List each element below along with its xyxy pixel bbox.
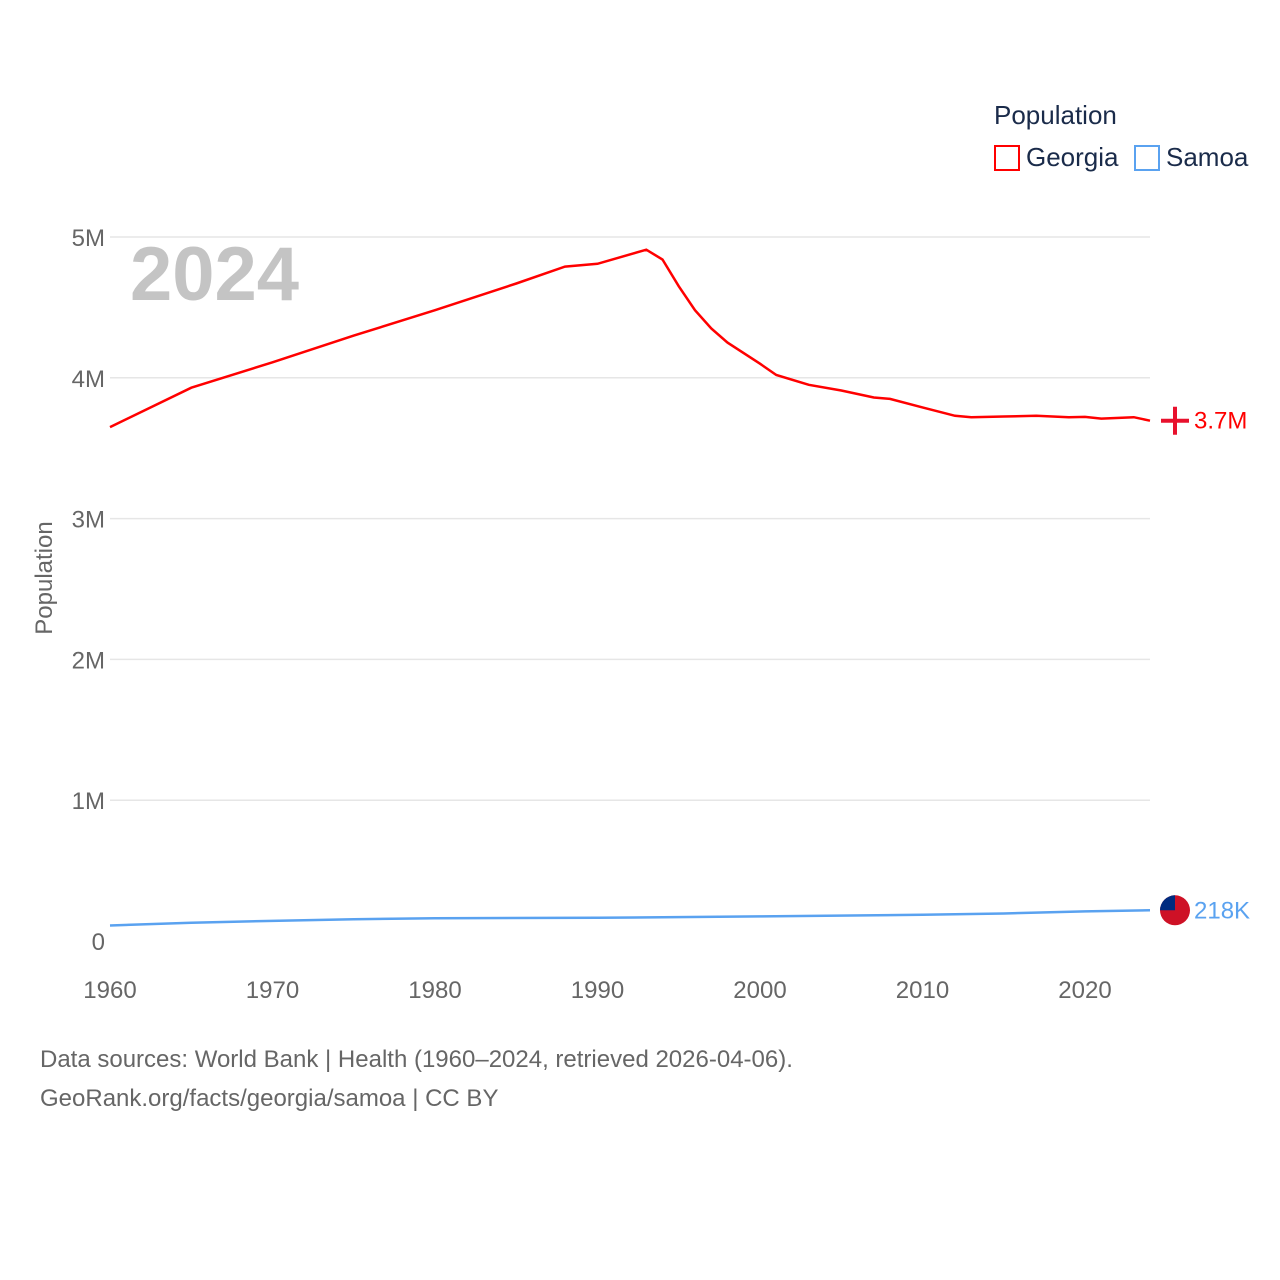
georgia-flag-icon xyxy=(1173,406,1177,435)
footer-link[interactable]: GeoRank.org/facts/georgia/samoa | CC BY xyxy=(40,1085,499,1112)
end-label-georgia: 3.7M xyxy=(1194,408,1247,435)
y-axis-label: Population xyxy=(31,521,58,634)
series-line-samoa xyxy=(109,909,1151,927)
footer-sources: Data sources: World Bank | Health (1960–… xyxy=(40,1046,793,1073)
x-tick-label: 2020 xyxy=(1058,977,1111,1004)
x-tick-label: 2000 xyxy=(733,977,786,1004)
x-tick-label: 1990 xyxy=(571,977,624,1004)
x-tick-label: 1980 xyxy=(408,977,461,1004)
y-tick-label: 4M xyxy=(72,366,105,393)
y-tick-label: 0 xyxy=(92,929,105,956)
y-tick-label: 2M xyxy=(72,647,105,674)
series-line-georgia xyxy=(109,248,1151,429)
legend-title: Population xyxy=(994,100,1117,130)
legend-label: Georgia xyxy=(1026,142,1119,172)
y-tick-label: 1M xyxy=(72,788,105,815)
y-tick-label: 5M xyxy=(72,225,105,252)
legend-swatch xyxy=(994,144,1020,171)
x-tick-label: 2010 xyxy=(896,977,949,1004)
year-watermark: 2024 xyxy=(130,232,299,317)
x-tick-label: 1970 xyxy=(246,977,299,1004)
legend-label: Samoa xyxy=(1166,142,1249,172)
end-label-samoa: 218K xyxy=(1194,897,1250,924)
y-tick-label: 3M xyxy=(72,507,105,534)
legend-item-georgia[interactable]: Georgia xyxy=(994,142,1119,173)
legend-swatch xyxy=(1134,144,1160,171)
legend-item-samoa[interactable]: Samoa xyxy=(1134,142,1248,173)
samoa-flag-icon xyxy=(1160,895,1175,911)
x-tick-label: 1960 xyxy=(83,977,136,1004)
